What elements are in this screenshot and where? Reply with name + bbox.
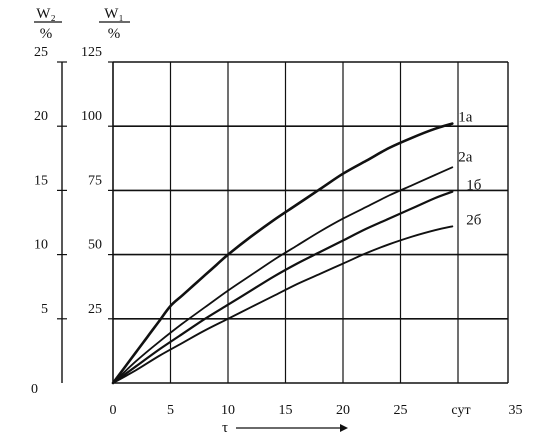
y-outer-tick-label: 25 xyxy=(34,45,48,60)
y-outer-tick-label: 15 xyxy=(34,173,48,188)
y-inner-tick-label: 50 xyxy=(88,238,102,253)
series-lines xyxy=(111,122,454,385)
x-tick-label: 35 xyxy=(509,403,523,418)
y-inner-tick-label: 25 xyxy=(88,302,102,317)
series-label-0: 1а xyxy=(458,110,473,126)
series-line-3 xyxy=(112,225,454,384)
labels: 0 5 10 15 20 25 25 50 75 100 125 W₂% W₁% 0 5 10 15 20 25 35… xyxy=(31,6,523,436)
series-label-2: 1б xyxy=(466,178,482,194)
y-inner-tick-label: 75 xyxy=(88,173,102,188)
x-tick-label: 15 xyxy=(279,403,293,418)
x-tick-label: 25 xyxy=(394,403,408,418)
y-inner-tick-label: 125 xyxy=(81,45,102,60)
y-outer-tick-label: 10 xyxy=(34,238,48,253)
series-line-2 xyxy=(111,190,454,385)
y-outer-axis-unit: % xyxy=(40,26,53,42)
y-inner-axis-title: W₁ xyxy=(104,6,123,22)
y-outer-tick-label: 20 xyxy=(34,109,48,124)
y-inner-tick-label: 100 xyxy=(81,109,102,124)
y-outer-tick-label: 5 xyxy=(41,302,48,317)
y-outer-tick-label: 0 xyxy=(31,382,38,397)
x-tick-label: 0 xyxy=(110,403,117,418)
x-axis-title: τ xyxy=(222,420,228,436)
series-label-3: 2б xyxy=(466,212,482,228)
y-inner-axis-unit: % xyxy=(108,26,121,42)
x-tick-label: 10 xyxy=(221,403,235,418)
x-tick-label: 20 xyxy=(336,403,350,418)
grid xyxy=(113,61,509,384)
series-line-1 xyxy=(112,166,454,384)
x-axis-arrow-head xyxy=(340,424,348,432)
series-line-0 xyxy=(111,122,454,385)
series-label-1: 2а xyxy=(458,149,473,165)
y-outer-axis-title: W₂ xyxy=(36,6,55,22)
axes xyxy=(57,61,114,383)
x-unit-label: сут xyxy=(451,403,470,418)
x-tick-label: 5 xyxy=(167,403,174,418)
